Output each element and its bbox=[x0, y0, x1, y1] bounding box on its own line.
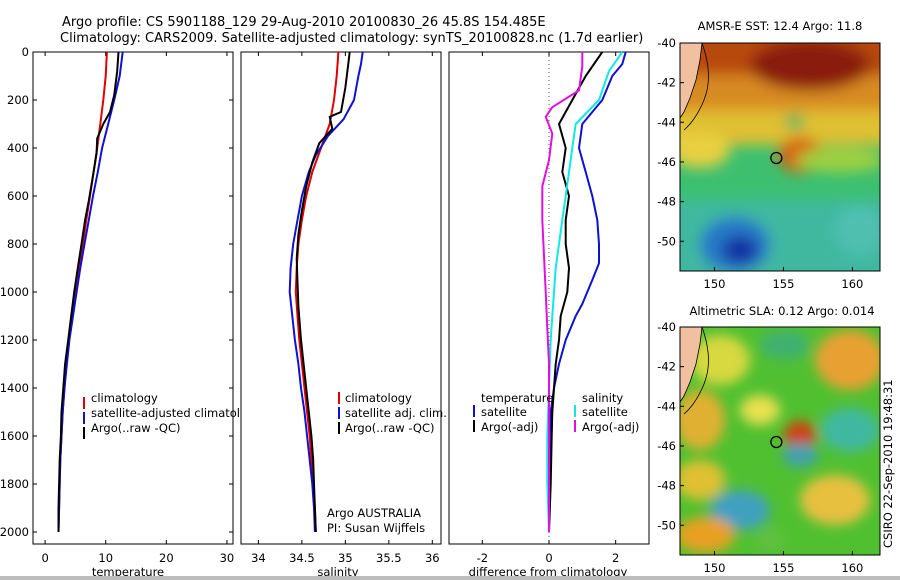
sst-field bbox=[680, 43, 880, 271]
legend-label-temp-argo: Argo(-adj) bbox=[481, 420, 538, 434]
salinity-xtick-label: 35.5 bbox=[376, 551, 402, 565]
temperature-ytick-label: 1600 bbox=[0, 429, 29, 443]
salinity-series-satellite-adj-clim bbox=[288, 51, 364, 533]
temperature-ytick-label: 1400 bbox=[0, 381, 29, 395]
temperature-legend: climatology satellite-adjusted climatolo… bbox=[83, 391, 261, 439]
sla-map-panel: Altimetric SLA: 0.12 Argo: 0.014 bbox=[657, 304, 881, 575]
legend-label-climatology: climatology bbox=[91, 391, 158, 405]
legend-title-salinity: salinity bbox=[582, 391, 623, 405]
temperature-ytick-label: 2000 bbox=[0, 525, 29, 539]
sst-axes-frame bbox=[679, 42, 881, 272]
temperature-xlabel: temperature bbox=[92, 565, 164, 579]
sla-ytick-label: -40 bbox=[657, 320, 676, 334]
legend-label-satellite-adjusted: satellite-adjusted climatology bbox=[91, 406, 261, 420]
land-coast bbox=[680, 43, 703, 119]
temperature-xtick-label: 30 bbox=[220, 551, 235, 565]
sst-ytick-label: -44 bbox=[657, 115, 676, 129]
sst-ytick-label: -50 bbox=[657, 234, 676, 248]
sst-argo-position-marker bbox=[770, 151, 783, 165]
temperature-panel: 0 10 20 30 0 200 400 600 800 1000 1200 1400 1600 1800… bbox=[0, 45, 261, 579]
land-coast bbox=[680, 327, 703, 403]
sla-xtick-label: 155 bbox=[772, 561, 794, 575]
salinity-axes-frame bbox=[240, 51, 442, 545]
legend-label-satellite-adj: satellite adj. clim. bbox=[345, 406, 447, 420]
legend-label-sal-satellite: satellite bbox=[582, 405, 628, 419]
coast-outline bbox=[683, 327, 709, 415]
difference-legend: temperature satellite Argo(-adj) salinit… bbox=[473, 391, 639, 434]
temperature-axes-frame bbox=[32, 51, 234, 545]
sst-ytick-label: -46 bbox=[657, 155, 676, 169]
difference-xtick-label: 0 bbox=[545, 551, 552, 565]
difference-series-temperature-argo-adj bbox=[548, 51, 604, 533]
legend-label-sal-argo: Argo(-adj) bbox=[582, 420, 639, 434]
attribution-line2: PI: Susan Wijffels bbox=[327, 521, 425, 535]
sst-xtick-label: 155 bbox=[772, 277, 794, 291]
legend-label-argo: Argo(..raw -QC) bbox=[91, 421, 181, 435]
sst-ytick-label: -42 bbox=[657, 76, 676, 90]
sla-ytick-label: -50 bbox=[657, 518, 676, 532]
temperature-ytick-label: 400 bbox=[7, 141, 29, 155]
salinity-panel: 34 34.5 35 35.5 36 salinity climatology sate… bbox=[240, 51, 447, 579]
salinity-series-argo-raw-qc bbox=[295, 51, 351, 533]
temperature-series-argo-raw-qc bbox=[57, 51, 120, 532]
window-bottom-edge bbox=[0, 576, 900, 580]
temperature-ytick-label: 0 bbox=[22, 45, 29, 59]
temperature-ytick-label: 800 bbox=[7, 237, 29, 251]
attribution-line1: Argo AUSTRALIA bbox=[327, 506, 421, 520]
figure-title-line2: Climatology: CARS2009. Satellite-adjuste… bbox=[60, 31, 643, 46]
sst-ytick-label: -48 bbox=[657, 195, 676, 209]
sst-map-title: AMSR-E SST: 12.4 Argo: 11.8 bbox=[698, 19, 863, 33]
sla-axes-frame bbox=[679, 326, 881, 556]
legend-label-argo: Argo(..raw -QC) bbox=[345, 421, 435, 435]
legend-title-temperature: temperature bbox=[481, 391, 553, 405]
difference-panel: -2 0 2 difference from climatology tempera… bbox=[448, 51, 650, 579]
temperature-xtick-label: 20 bbox=[159, 551, 174, 565]
temperature-ytick-label: 200 bbox=[7, 93, 29, 107]
sst-xtick-label: 150 bbox=[704, 277, 726, 291]
temperature-ytick-label: 600 bbox=[7, 189, 29, 203]
sla-ytick-label: -46 bbox=[657, 439, 676, 453]
salinity-series-climatology bbox=[294, 51, 340, 533]
figure-title-line1: Argo profile: CS 5901188_129 29-Aug-2010… bbox=[62, 15, 546, 30]
credit-stamp: CSIRO 22-Sep-2010 19:48:31 bbox=[881, 379, 895, 548]
sla-argo-position-marker bbox=[770, 435, 783, 449]
sst-ytick-label: -40 bbox=[657, 36, 676, 50]
salinity-xtick-label: 34.5 bbox=[289, 551, 315, 565]
coast-outline bbox=[683, 43, 709, 131]
sla-ytick-label: -48 bbox=[657, 479, 676, 493]
salinity-xtick-label: 35 bbox=[338, 551, 353, 565]
temperature-ytick-label: 1200 bbox=[0, 333, 29, 347]
legend-label-climatology: climatology bbox=[345, 391, 412, 405]
legend-label-temp-satellite: satellite bbox=[481, 405, 527, 419]
sla-ytick-label: -42 bbox=[657, 360, 676, 374]
difference-xlabel: difference from climatology bbox=[469, 565, 628, 579]
difference-series-temperature-satellite bbox=[548, 51, 627, 532]
salinity-xlabel: salinity bbox=[317, 565, 358, 579]
temperature-ytick-label: 1000 bbox=[0, 285, 29, 299]
salinity-xtick-label: 34 bbox=[251, 551, 266, 565]
salinity-legend: climatology satellite adj. clim. Argo(..… bbox=[338, 391, 447, 435]
sla-ytick-label: -44 bbox=[657, 399, 676, 413]
sla-xtick-label: 150 bbox=[704, 561, 726, 575]
salinity-xtick-label: 36 bbox=[425, 551, 440, 565]
temperature-xtick-label: 0 bbox=[41, 551, 48, 565]
sst-xtick-label: 160 bbox=[841, 277, 863, 291]
difference-xtick-label: -2 bbox=[477, 551, 488, 565]
temperature-xtick-label: 10 bbox=[98, 551, 113, 565]
sla-xtick-label: 160 bbox=[841, 561, 863, 575]
sst-map-panel: AMSR-E SST: 12.4 Argo: 11.8 150 155 160- bbox=[657, 19, 881, 291]
sla-map-title: Altimetric SLA: 0.12 Argo: 0.014 bbox=[689, 304, 874, 318]
difference-xtick-label: 2 bbox=[612, 551, 619, 565]
sla-field bbox=[680, 330, 880, 553]
difference-series-salinity-argo-adj bbox=[541, 52, 584, 532]
temperature-ytick-label: 1800 bbox=[0, 477, 29, 491]
